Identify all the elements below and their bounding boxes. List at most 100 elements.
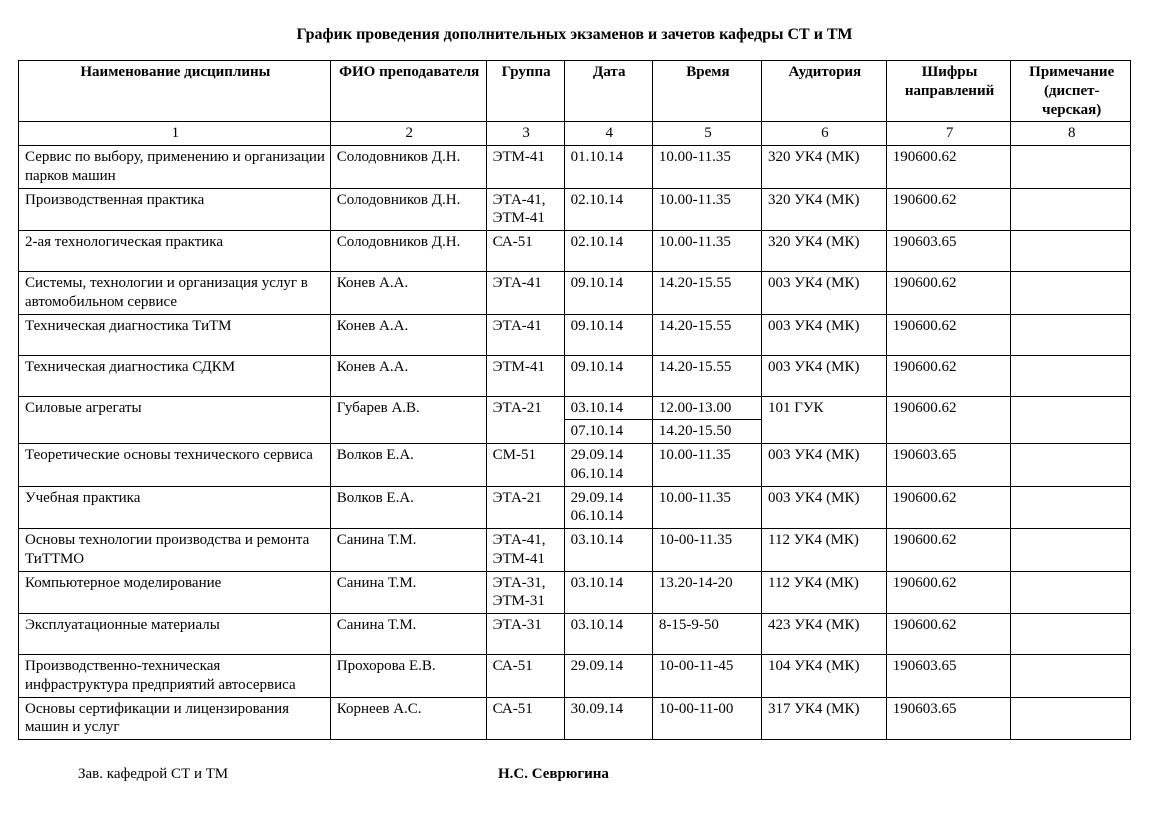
- cell-group: ЭТМ-41: [486, 355, 564, 396]
- table-row: Учебная практикаВолков Е.А.ЭТА-2129.09.1…: [19, 486, 1131, 529]
- table-row: Производственная практикаСолодовников Д.…: [19, 188, 1131, 231]
- col-header-time: Время: [652, 61, 761, 122]
- cell-date: 09.10.14: [564, 272, 652, 315]
- cell-room: 003 УК4 (МК): [762, 355, 887, 396]
- cell-room: 101 ГУК: [762, 396, 887, 444]
- table-row: Основы сертификации и лицензирования маш…: [19, 697, 1131, 740]
- cell-group: СА-51: [486, 655, 564, 698]
- cell-note: [1011, 486, 1131, 529]
- cell-time: 14.20-15.55: [652, 272, 761, 315]
- table-row: Теоретические основы технического сервис…: [19, 444, 1131, 487]
- cell-code: 190600.62: [886, 396, 1011, 444]
- cell-note: [1011, 571, 1131, 614]
- cell-teacher: Санина Т.М.: [330, 571, 486, 614]
- cell-teacher: Солодовников Д.Н.: [330, 146, 486, 189]
- cell-discipline: 2-ая технологическая практика: [19, 231, 331, 272]
- col-header-teacher: ФИО преподавателя: [330, 61, 486, 122]
- cell-discipline: Техническая диагностика ТиТМ: [19, 314, 331, 355]
- cell-note: [1011, 444, 1131, 487]
- cell-discipline: Теоретические основы технического сервис…: [19, 444, 331, 487]
- cell-code: 190603.65: [886, 655, 1011, 698]
- cell-time: 10-00-11.35: [652, 529, 761, 572]
- cell-group: ЭТА-21: [486, 396, 564, 444]
- cell-time: 13.20-14-20: [652, 571, 761, 614]
- cell-note: [1011, 231, 1131, 272]
- col-header-note: Примечание (диспет-черская): [1011, 61, 1131, 122]
- cell-time: 10-00-11-00: [652, 697, 761, 740]
- col-header-room: Аудитория: [762, 61, 887, 122]
- cell-room: 320 УК4 (МК): [762, 188, 887, 231]
- cell-room: 104 УК4 (МК): [762, 655, 887, 698]
- cell-date: 01.10.14: [564, 146, 652, 189]
- colnum: 8: [1011, 122, 1131, 146]
- cell-room: 003 УК4 (МК): [762, 444, 887, 487]
- cell-room: 003 УК4 (МК): [762, 272, 887, 315]
- cell-date: 03.10.14: [564, 571, 652, 614]
- cell-discipline: Эксплуатационные материалы: [19, 614, 331, 655]
- footer-role: Зав. кафедрой СТ и ТМ: [78, 766, 498, 783]
- cell-group: СМ-51: [486, 444, 564, 487]
- cell-group: ЭТМ-41: [486, 146, 564, 189]
- cell-date: 29.09.14 06.10.14: [564, 486, 652, 529]
- cell-time: 10-00-11-45: [652, 655, 761, 698]
- table-row: 2-ая технологическая практикаСолодовнико…: [19, 231, 1131, 272]
- cell-teacher: Корнеев А.С.: [330, 697, 486, 740]
- cell-room: 112 УК4 (МК): [762, 571, 887, 614]
- cell-group: ЭТА-41, ЭТМ-41: [486, 529, 564, 572]
- cell-group: СА-51: [486, 697, 564, 740]
- cell-teacher: Прохорова Е.В.: [330, 655, 486, 698]
- table-row: Основы технологии производства и ремонта…: [19, 529, 1131, 572]
- cell-code: 190603.65: [886, 697, 1011, 740]
- cell-code: 190600.62: [886, 314, 1011, 355]
- cell-room: 317 УК4 (МК): [762, 697, 887, 740]
- cell-time: 14.20-15.55: [652, 314, 761, 355]
- table-row: Сервис по выбору, применению и организац…: [19, 146, 1131, 189]
- cell-note: [1011, 355, 1131, 396]
- cell-teacher: Конев А.А.: [330, 314, 486, 355]
- cell-time: 8-15-9-50: [652, 614, 761, 655]
- cell-room: 003 УК4 (МК): [762, 314, 887, 355]
- cell-group: ЭТА-41, ЭТМ-41: [486, 188, 564, 231]
- cell-teacher: Конев А.А.: [330, 355, 486, 396]
- cell-discipline: Учебная практика: [19, 486, 331, 529]
- cell-teacher: Санина Т.М.: [330, 529, 486, 572]
- cell-date: 29.09.14 06.10.14: [564, 444, 652, 487]
- cell-note: [1011, 614, 1131, 655]
- cell-note: [1011, 188, 1131, 231]
- cell-room: 112 УК4 (МК): [762, 529, 887, 572]
- cell-group: ЭТА-31, ЭТМ-31: [486, 571, 564, 614]
- table-row: Производственно-техническая инфраструкту…: [19, 655, 1131, 698]
- colnum: 2: [330, 122, 486, 146]
- cell-code: 190603.65: [886, 231, 1011, 272]
- cell-teacher: Волков Е.А.: [330, 486, 486, 529]
- cell-time: 12.00-13.00: [652, 396, 761, 420]
- cell-date: 30.09.14: [564, 697, 652, 740]
- cell-group: ЭТА-41: [486, 314, 564, 355]
- cell-room: 423 УК4 (МК): [762, 614, 887, 655]
- cell-teacher: Солодовников Д.Н.: [330, 188, 486, 231]
- cell-note: [1011, 272, 1131, 315]
- cell-discipline: Производственная практика: [19, 188, 331, 231]
- table-row: Техническая диагностика ТиТМКонев А.А.ЭТ…: [19, 314, 1131, 355]
- colnum: 4: [564, 122, 652, 146]
- cell-date: 02.10.14: [564, 188, 652, 231]
- cell-date: 07.10.14: [564, 420, 652, 444]
- cell-teacher: Солодовников Д.Н.: [330, 231, 486, 272]
- schedule-table: Наименование дисциплины ФИО преподавател…: [18, 60, 1131, 740]
- cell-code: 190600.62: [886, 614, 1011, 655]
- cell-discipline: Производственно-техническая инфраструкту…: [19, 655, 331, 698]
- col-header-group: Группа: [486, 61, 564, 122]
- page-title: График проведения дополнительных экзамен…: [18, 26, 1131, 44]
- col-header-discipline: Наименование дисциплины: [19, 61, 331, 122]
- cell-teacher: Губарев А.В.: [330, 396, 486, 444]
- cell-time: 14.20-15.55: [652, 355, 761, 396]
- column-number-row: 1 2 3 4 5 6 7 8: [19, 122, 1131, 146]
- table-row: Техническая диагностика СДКМКонев А.А.ЭТ…: [19, 355, 1131, 396]
- cell-note: [1011, 314, 1131, 355]
- colnum: 1: [19, 122, 331, 146]
- table-row: Эксплуатационные материалыСанина Т.М.ЭТА…: [19, 614, 1131, 655]
- cell-discipline: Основы технологии производства и ремонта…: [19, 529, 331, 572]
- cell-time: 10.00-11.35: [652, 231, 761, 272]
- colnum: 3: [486, 122, 564, 146]
- cell-time: 10.00-11.35: [652, 188, 761, 231]
